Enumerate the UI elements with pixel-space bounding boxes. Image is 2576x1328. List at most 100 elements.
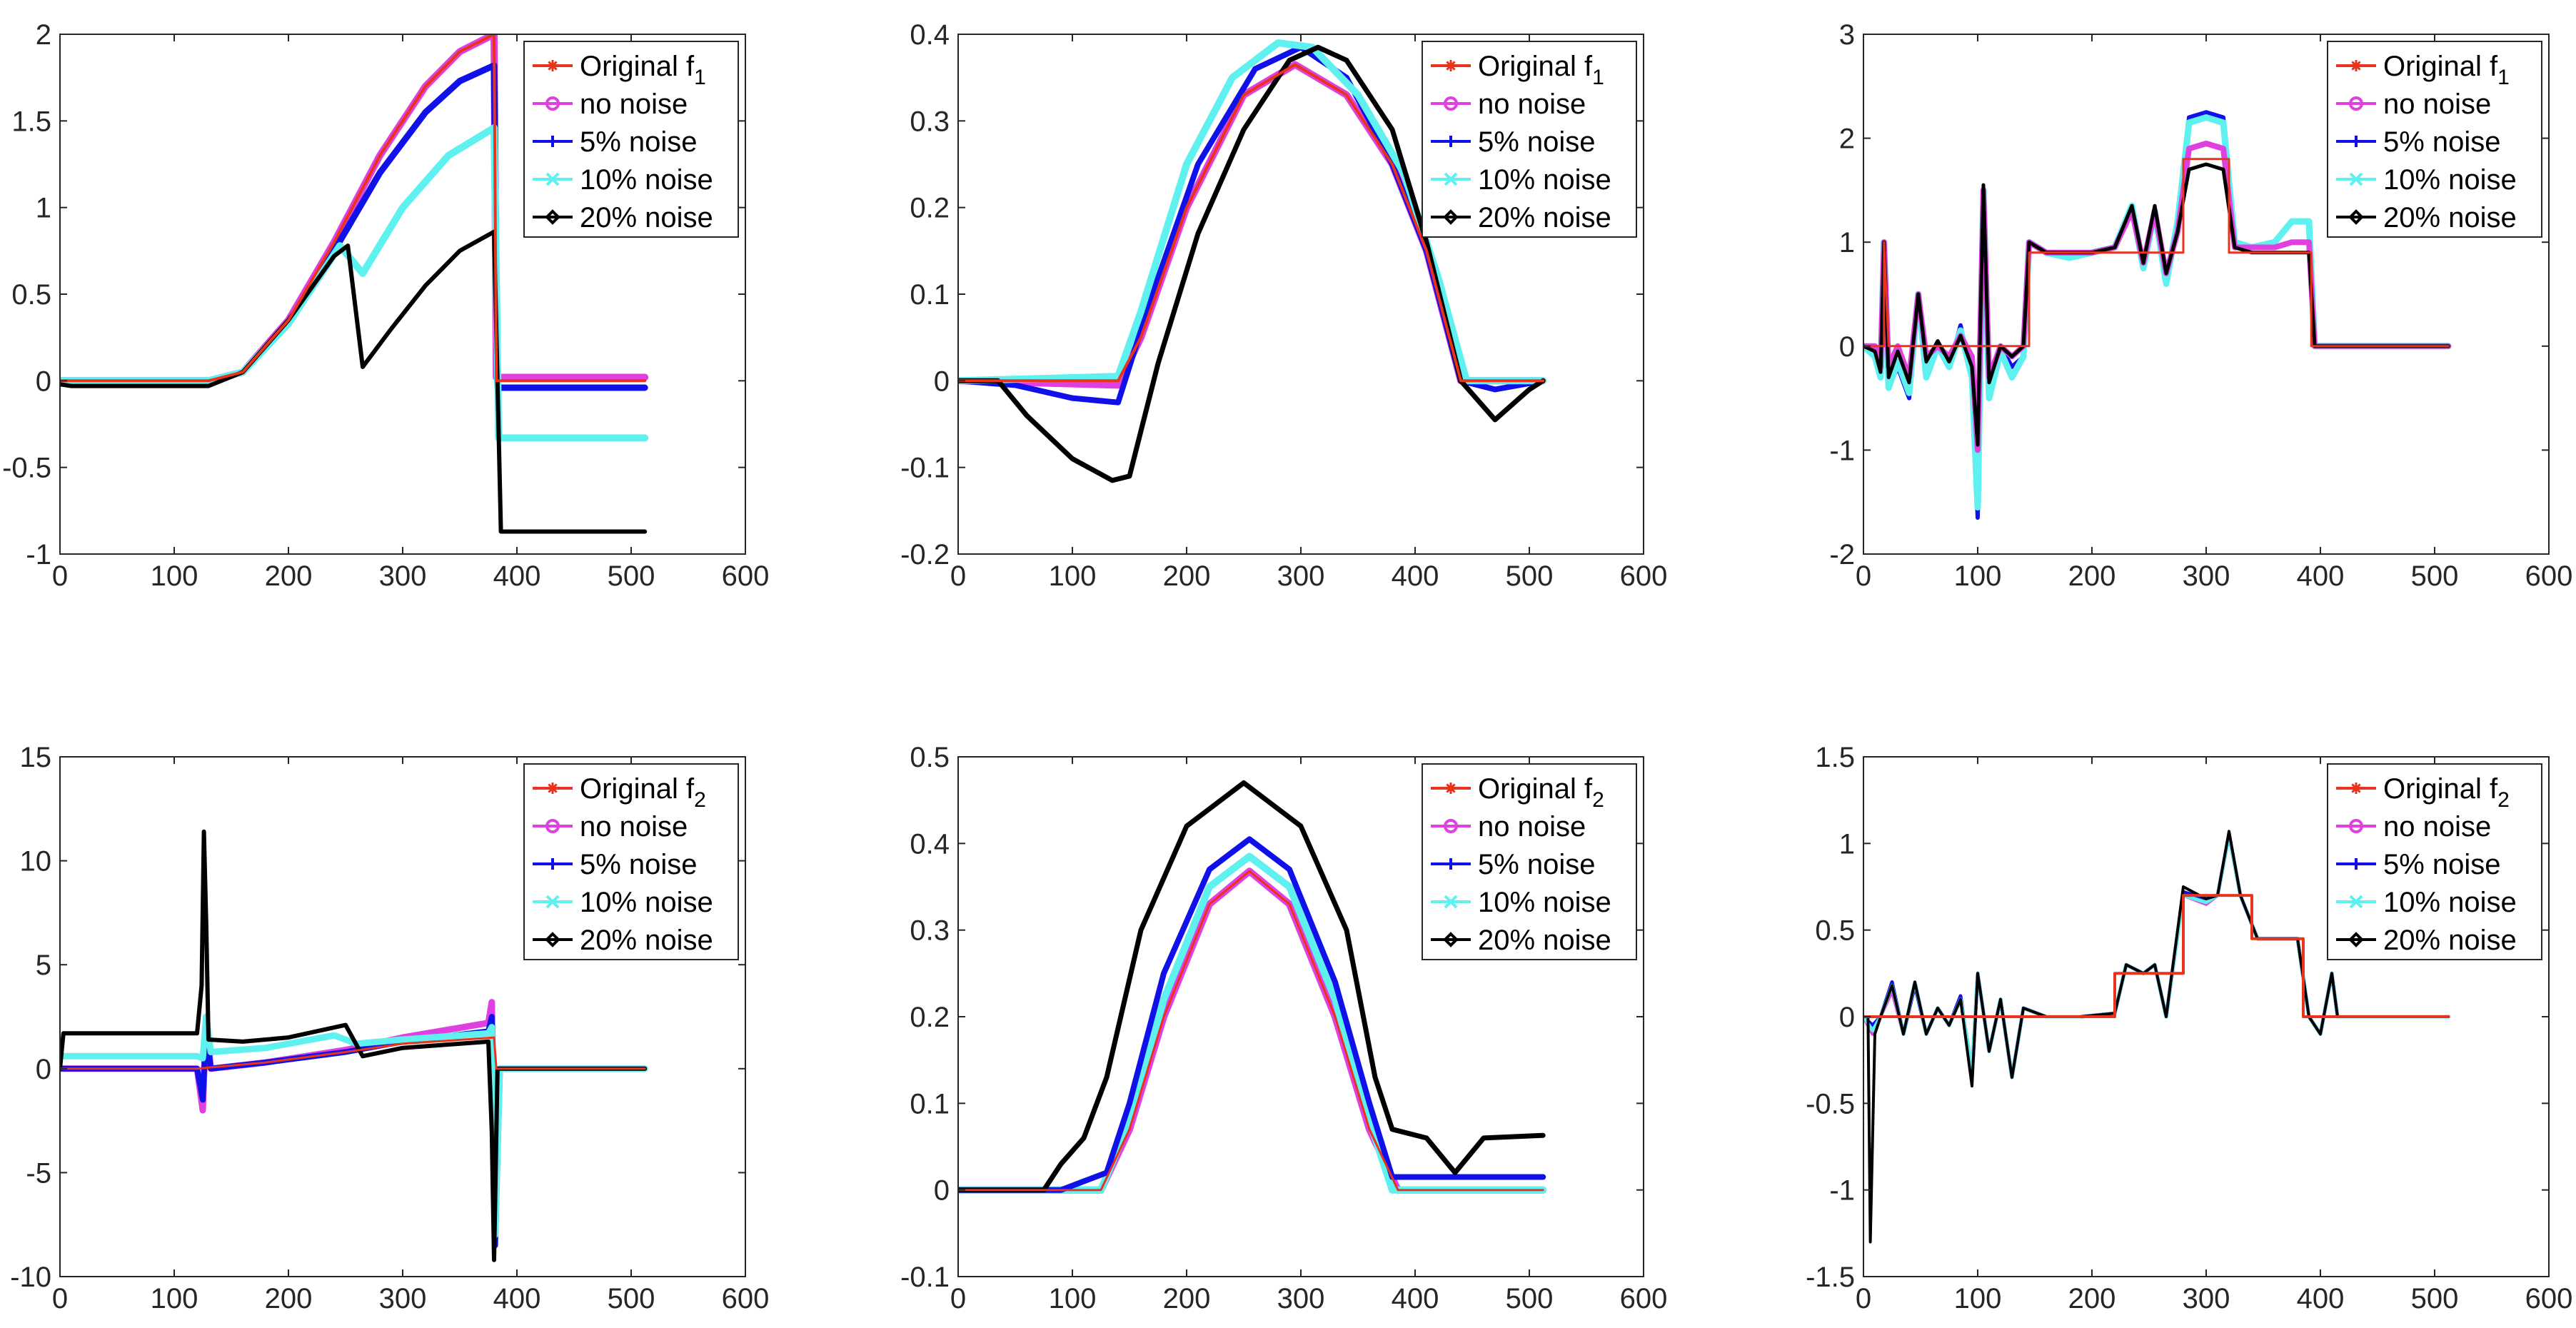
- y-tick-label: 2: [36, 19, 51, 51]
- legend-marker-star: [1445, 60, 1456, 71]
- x-tick-label: 100: [1049, 560, 1097, 592]
- x-tick-label: 300: [1277, 1283, 1325, 1314]
- x-tick-label: 500: [2411, 1283, 2459, 1314]
- chart-f1-panel-2: 0 100 200 300 400 500 600 -0.2 -0.1 0 0.1 0.2 0.3 0.4…: [900, 19, 1667, 592]
- x-tick-label: 100: [1049, 1283, 1097, 1314]
- y-tick-label: 2: [1839, 124, 1855, 155]
- legend-label: 10% noise: [580, 887, 713, 918]
- y-tick-label: 3: [1839, 19, 1855, 51]
- y-tick-label: 0.5: [910, 742, 950, 773]
- x-tick-label: 200: [1163, 560, 1211, 592]
- legend-marker-star: [547, 783, 558, 794]
- x-tick-label: 300: [379, 560, 427, 592]
- y-tick-label: 0.4: [910, 828, 950, 860]
- legend-label-subscript: 1: [2497, 66, 2510, 89]
- y-tick-label: 5: [36, 950, 51, 981]
- x-tick-label: 100: [151, 560, 198, 592]
- series-line-20-noise: [60, 829, 648, 1262]
- legend-label-subscript: 1: [1592, 66, 1604, 89]
- x-tick-label: 200: [265, 1283, 313, 1314]
- legend-label: 20% noise: [2383, 925, 2517, 956]
- y-tick-label: 10: [20, 846, 52, 877]
- legend-box: [523, 763, 739, 960]
- legend-label: 10% noise: [1478, 887, 1611, 918]
- y-tick-label: -1: [1829, 435, 1855, 466]
- y-tick-label: 0: [1839, 331, 1855, 363]
- legend-label: no noise: [580, 811, 688, 842]
- legend-label-original: Original f1: [1478, 51, 1604, 89]
- legend-label-main: Original f: [2383, 51, 2498, 82]
- legend-marker-circle: [1444, 819, 1458, 833]
- y-tick-label: 0.1: [910, 1088, 950, 1120]
- x-tick-label: 0: [1856, 560, 1871, 592]
- legend-label: no noise: [1478, 89, 1586, 120]
- legend-label-main: Original f: [2383, 773, 2498, 805]
- legend-label: 5% noise: [580, 849, 698, 880]
- y-tick-label: 1: [1839, 828, 1855, 860]
- y-tick-label: 0: [36, 366, 51, 397]
- x-tick-label: 600: [2525, 560, 2573, 592]
- legend-marker-plus: [547, 136, 558, 147]
- x-tick-label: 0: [1856, 1283, 1871, 1314]
- y-tick-label: 15: [20, 742, 52, 773]
- legend-label: 5% noise: [1478, 126, 1596, 158]
- legend-label-original: Original f2: [1478, 773, 1604, 812]
- legend-label-original: Original f1: [2383, 51, 2510, 89]
- series-line-20-noise: [958, 780, 1546, 1193]
- legend-marker-x: [545, 895, 560, 909]
- legend-label: 20% noise: [580, 202, 713, 233]
- legend-label-main: Original f: [580, 773, 695, 805]
- legend-label: 20% noise: [1478, 202, 1611, 233]
- legend-label-main: Original f: [1478, 773, 1593, 805]
- legend-marker-x: [1444, 172, 1458, 186]
- series-group: [1863, 110, 2452, 520]
- y-tick-label: -1: [1829, 1175, 1855, 1207]
- legend-box: [2327, 763, 2542, 960]
- legend-marker-diamond: [545, 209, 560, 225]
- legend-marker-star: [2350, 783, 2362, 794]
- x-tick-label: 400: [493, 1283, 541, 1314]
- legend-label: 5% noise: [580, 126, 698, 158]
- legend-marker-plus: [2350, 858, 2362, 870]
- x-tick-label: 600: [722, 1283, 770, 1314]
- legend-marker-circle: [545, 96, 560, 111]
- legend-marker-plus: [1445, 136, 1456, 147]
- legend-label-original: Original f1: [580, 51, 706, 89]
- x-tick-label: 0: [52, 560, 68, 592]
- legend-label: 5% noise: [1478, 849, 1596, 880]
- x-tick-label: 400: [2297, 1283, 2345, 1314]
- series-line-original-f2: [958, 870, 1544, 1192]
- x-tick-label: 400: [2297, 560, 2345, 592]
- legend-label: no noise: [580, 89, 688, 120]
- series-group: [1863, 830, 2450, 1244]
- legend-label-subscript: 2: [694, 788, 706, 812]
- x-tick-label: 300: [2183, 560, 2230, 592]
- series-line-10-noise: [958, 39, 1547, 385]
- x-tick-label: 100: [1954, 560, 2002, 592]
- y-tick-label: 0.2: [910, 193, 950, 224]
- legend-label: 5% noise: [2383, 126, 2501, 158]
- legend-label-main: Original f: [1478, 51, 1593, 82]
- y-tick-label: -0.5: [1806, 1088, 1855, 1120]
- y-tick-label: 0: [1839, 1002, 1855, 1033]
- legend-marker-diamond: [2348, 932, 2364, 947]
- series-line-20-noise: [60, 229, 648, 534]
- x-tick-label: 400: [1392, 560, 1439, 592]
- x-tick-label: 500: [1506, 1283, 1554, 1314]
- legend-label: 20% noise: [580, 925, 713, 956]
- y-tick-label: -1.5: [1806, 1262, 1855, 1293]
- y-tick-label: 1: [1839, 227, 1855, 258]
- legend-marker-x: [2349, 895, 2363, 909]
- series-line-original-f2: [60, 1036, 646, 1070]
- x-tick-label: 400: [1392, 1283, 1439, 1314]
- legend-label: 10% noise: [2383, 887, 2517, 918]
- y-tick-label: -0.5: [2, 453, 51, 484]
- y-tick-label: 0.3: [910, 106, 950, 137]
- series-group: [958, 39, 1547, 483]
- series-group: [60, 34, 649, 534]
